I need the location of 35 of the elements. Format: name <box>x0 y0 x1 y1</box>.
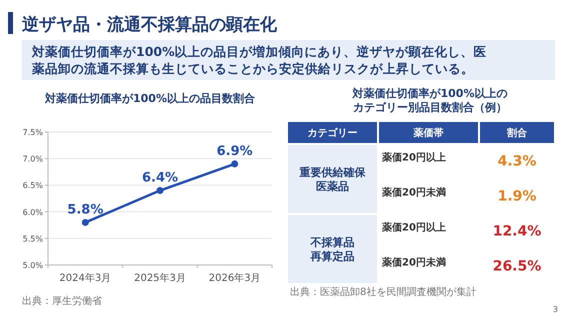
category-label: 薬価20円未満 <box>381 186 446 198</box>
point <box>231 160 238 168</box>
data-label: 5.8% <box>67 202 104 218</box>
source-note: 出典：厚生労働省 <box>22 295 102 307</box>
point <box>156 187 164 194</box>
x-tick-label: 2025年3月 <box>134 272 186 284</box>
text: 4.3% <box>498 154 536 170</box>
x-tick-label: 2024年3月 <box>59 272 112 284</box>
text: 対薬価仕切価率が100%以上のカテゴリー別品目数割合（例） <box>352 87 508 114</box>
chart-title: 対薬価仕切価率が100%以上の品目数割合 <box>44 92 256 105</box>
text: 逆ザヤ品・流通不採算品の顕在化 <box>21 15 278 35</box>
y-tick-label: 6.0% <box>22 208 44 217</box>
point <box>82 218 89 226</box>
category-label: 薬価20円以上 <box>381 152 446 164</box>
y-tick-label: 5.5% <box>22 234 44 244</box>
text: 対薬価仕切価率が100%以上の品目が増加傾向にあり、逆ザヤが顕在化し、医薬品卸の流通不採算も生じていることから安定供給リスクが上昇している。 <box>31 44 487 76</box>
x-tick-label: 2026年3月 <box>208 272 261 284</box>
y-tick-label: 7.5% <box>22 128 44 137</box>
data-label: 6.4% <box>142 170 178 186</box>
text: 3 <box>552 305 558 314</box>
text: 12.4% <box>492 224 542 240</box>
y-tick-label: 5.0% <box>22 261 44 270</box>
text: カテゴリー <box>308 127 358 139</box>
y-tick-label: 7.0% <box>22 154 44 164</box>
text: 割合 <box>506 127 528 139</box>
text: 1.9% <box>498 188 536 204</box>
category-label: 薬価20円未満 <box>381 256 446 268</box>
category-label: 薬価20円以上 <box>381 222 446 234</box>
text: 薬価帯 <box>412 127 444 139</box>
y-tick-label: 6.5% <box>22 181 44 190</box>
category-label: 重要供給確保医薬品 <box>300 166 366 193</box>
data-label: 6.9% <box>216 144 253 159</box>
category-label: 不採算品再算定品 <box>310 236 354 263</box>
source-note: 出典：医薬品卸8社を民間調査機関が集計 <box>290 286 476 298</box>
text: 26.5% <box>492 258 542 274</box>
